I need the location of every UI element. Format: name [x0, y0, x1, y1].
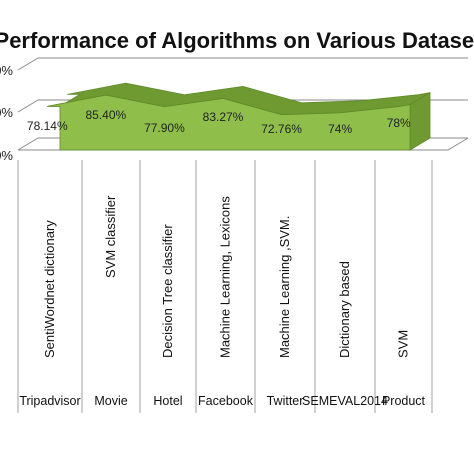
- data-label: 78%: [387, 116, 411, 130]
- gridline-middle: [17, 99, 468, 113]
- data-label: 78.14%: [27, 119, 68, 133]
- method-label: Machine Learning, Lexicons: [218, 196, 233, 358]
- gridline-top: [17, 57, 468, 71]
- y-tick-label: 00%: [0, 105, 13, 120]
- method-label: SentiWordnet dictionary: [42, 220, 57, 358]
- chart-title: Performance of Algorithms on Various Dat…: [0, 28, 474, 53]
- category-label: Product: [382, 394, 426, 408]
- method-label: SVM classifier: [103, 195, 118, 278]
- y-tick-label: 00%: [0, 63, 13, 78]
- category-label: Movie: [94, 394, 127, 408]
- area-front-face: [47, 94, 411, 151]
- method-label: Machine Learning ,SVM.: [277, 216, 292, 358]
- y-tick-label: 00%: [0, 148, 13, 163]
- method-label: Dictionary based: [337, 261, 352, 358]
- data-label: 83.27%: [203, 110, 244, 124]
- y-ticks: 00% 00% 00%: [0, 63, 13, 163]
- data-label: 74%: [328, 122, 352, 136]
- area-series: [47, 82, 431, 151]
- category-label: Hotel: [153, 394, 182, 408]
- data-label: 85.40%: [86, 108, 127, 122]
- method-label: SVM: [396, 330, 411, 358]
- category-label: Twitter: [267, 394, 304, 408]
- category-label: Facebook: [198, 394, 254, 408]
- category-label: Tripadvisor: [19, 394, 80, 408]
- data-labels: 78.14% 85.40% 77.90% 83.27% 72.76% 74% 78%: [27, 108, 411, 136]
- data-label: 72.76%: [261, 122, 302, 136]
- category-table: SentiWordnet dictionary SVM classifier Dec…: [17, 160, 433, 413]
- category-label: SEMEVAL2014: [302, 394, 388, 408]
- method-label: Decision Tree classifier: [160, 224, 175, 358]
- data-label: 77.90%: [144, 121, 185, 135]
